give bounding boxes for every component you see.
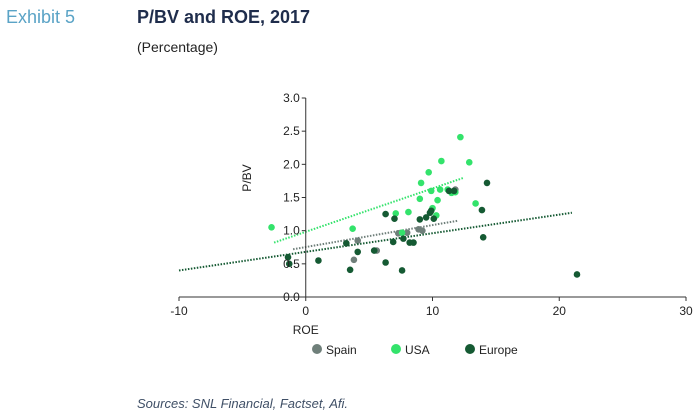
x-tick-label: 20: [553, 304, 567, 318]
y-tick-label: 0.5: [283, 257, 300, 271]
europe-point: [389, 238, 397, 246]
y-tick-label: 1.5: [283, 191, 300, 205]
europe-point: [573, 271, 581, 278]
europe-point: [422, 214, 430, 221]
usa-point: [405, 208, 412, 216]
x-axis-label: ROE: [293, 323, 319, 337]
y-axis-label: P/BV: [240, 164, 254, 191]
usa-point: [392, 210, 400, 217]
spain-point: [350, 256, 358, 264]
europe-point: [479, 234, 487, 241]
europe-point: [284, 253, 292, 261]
europe-point: [427, 207, 435, 215]
europe-point: [285, 260, 293, 268]
usa-point: [398, 229, 406, 236]
europe-trend-line: [178, 211, 573, 272]
usa-point: [268, 224, 275, 231]
x-tick-label: 0: [302, 304, 309, 318]
europe-point: [410, 239, 417, 246]
spain-point: [419, 227, 426, 234]
europe-point: [370, 247, 378, 254]
usa-point: [349, 225, 356, 232]
europe-point: [382, 210, 389, 218]
plot-marks: [178, 133, 581, 278]
x-tick-label: -10: [170, 304, 188, 318]
usa-point: [425, 168, 432, 176]
x-tick-label: 30: [679, 304, 693, 318]
legend-spain-marker: [312, 344, 322, 354]
chart-subtitle: (Percentage): [137, 39, 218, 55]
europe-point: [382, 259, 389, 266]
source-note: Sources: SNL Financial, Factset, Afi.: [137, 396, 348, 411]
usa-point: [427, 187, 435, 195]
europe-point: [391, 215, 398, 223]
europe-point: [450, 187, 458, 195]
europe-point: [398, 267, 406, 274]
europe-point: [445, 187, 453, 195]
europe-point: [430, 215, 438, 223]
legend-usa-marker: [391, 344, 401, 354]
legend-europe-label: Europe: [479, 343, 518, 357]
usa-point: [438, 157, 445, 165]
europe-point: [354, 248, 362, 256]
chart-title: P/BV and ROE, 2017: [137, 7, 311, 27]
legend-spain-label: Spain: [326, 343, 357, 357]
y-tick-label: 1.0: [283, 224, 300, 238]
europe-point: [315, 257, 322, 264]
europe-point: [400, 235, 407, 242]
spain-point: [354, 237, 362, 244]
legend-usa-label: USA: [405, 343, 430, 357]
spain-point: [403, 229, 411, 236]
europe-point: [478, 206, 486, 214]
usa-point: [434, 196, 441, 204]
y-tick-label: 3.0: [283, 91, 300, 105]
axis-ticks: -10 0 10 20 30 0.0 0.5 1.0 1.5 2.0 2.5 3.0: [170, 91, 693, 318]
y-tick-label: 2.0: [283, 157, 300, 171]
legend-europe-marker: [465, 344, 475, 354]
usa-point: [457, 133, 464, 141]
europe-point: [416, 216, 424, 223]
europe-point: [343, 239, 350, 247]
europe-point: [483, 179, 491, 187]
europe-point: [346, 266, 354, 274]
usa-point: [417, 179, 425, 187]
y-tick-label: 0.0: [283, 290, 300, 304]
exhibit-label: Exhibit 5: [6, 7, 76, 27]
legend: Spain USA Europe: [312, 343, 518, 357]
spain-trend-line: [292, 219, 459, 251]
usa-point: [472, 200, 479, 207]
usa-point: [416, 195, 424, 203]
usa-point: [436, 186, 444, 193]
y-tick-label: 2.5: [283, 124, 300, 138]
usa-point: [465, 159, 473, 166]
x-tick-label: 10: [426, 304, 440, 318]
